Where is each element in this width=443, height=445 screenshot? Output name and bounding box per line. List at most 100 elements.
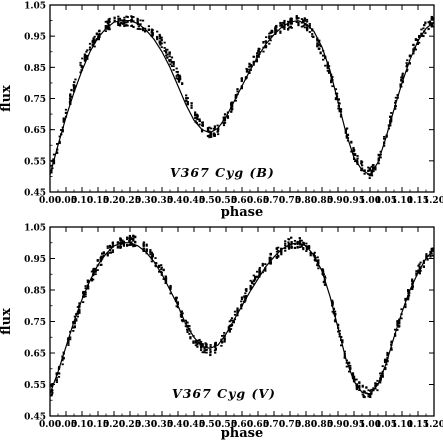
data-point <box>79 71 82 74</box>
data-point <box>121 239 124 242</box>
data-point <box>142 247 145 250</box>
data-point <box>58 142 61 145</box>
data-point <box>337 107 340 110</box>
data-point <box>154 257 157 259</box>
data-point <box>205 345 208 348</box>
data-point <box>404 306 407 309</box>
data-point <box>184 319 187 322</box>
data-point <box>349 367 352 370</box>
data-point <box>249 288 252 290</box>
data-point <box>230 102 233 104</box>
data-point <box>196 343 199 346</box>
data-point <box>363 395 366 398</box>
data-point <box>158 270 161 273</box>
data-point <box>58 135 61 138</box>
data-point <box>84 293 87 295</box>
data-point <box>209 345 212 348</box>
data-point <box>145 244 148 247</box>
data-point <box>72 85 76 88</box>
data-point <box>353 378 356 381</box>
data-point <box>323 275 326 278</box>
data-point <box>248 63 251 66</box>
data-point <box>106 247 109 249</box>
x-tick-label: 1.00 <box>359 196 381 206</box>
data-point <box>240 300 243 303</box>
data-point <box>209 350 212 353</box>
data-point <box>118 24 122 27</box>
data-point <box>58 140 61 143</box>
y-tick-label: 0.55 <box>24 157 46 167</box>
data-point <box>321 271 325 274</box>
data-point <box>256 54 259 57</box>
data-point <box>175 70 178 73</box>
data-point <box>208 134 211 137</box>
data-point <box>284 240 287 243</box>
data-point <box>84 295 87 298</box>
data-point <box>316 45 319 48</box>
data-point <box>81 65 84 68</box>
data-point <box>186 102 189 105</box>
x-tick-label: 0.65 <box>247 420 269 430</box>
x-tick-label: 0.70 <box>263 196 285 206</box>
data-point <box>257 49 260 52</box>
data-point <box>337 324 340 327</box>
data-point <box>268 37 271 40</box>
data-point <box>125 21 128 24</box>
data-point <box>383 359 387 362</box>
data-point <box>370 392 373 395</box>
x-tick-label: 1.05 <box>375 196 397 206</box>
data-point <box>372 387 375 390</box>
data-point <box>149 250 152 253</box>
data-point <box>190 104 193 107</box>
data-point <box>107 18 110 21</box>
data-point <box>128 237 131 240</box>
data-point <box>120 22 123 24</box>
data-point <box>430 252 433 255</box>
data-point <box>107 23 110 26</box>
data-point <box>300 239 303 242</box>
x-tick-label: 1.10 <box>391 420 413 430</box>
data-point <box>379 380 382 382</box>
data-point <box>231 108 234 111</box>
data-point <box>352 377 356 380</box>
data-point <box>429 250 432 253</box>
data-point <box>121 23 124 25</box>
data-point <box>302 19 305 22</box>
data-point <box>165 51 168 54</box>
data-point <box>400 78 403 81</box>
x-tick-label: 0.55 <box>215 196 237 206</box>
x-axis-title: phase <box>221 426 264 440</box>
data-point <box>322 280 325 283</box>
x-tick-label: 0.95 <box>343 196 365 206</box>
star-band-label: V367 Cyg (V) <box>172 386 276 401</box>
data-point <box>196 115 199 118</box>
data-point <box>227 329 231 332</box>
data-point <box>139 19 142 22</box>
data-point <box>229 319 233 322</box>
data-point <box>424 21 427 24</box>
data-point <box>407 290 410 292</box>
data-point <box>169 292 172 295</box>
data-point <box>332 307 336 310</box>
data-point <box>376 389 379 392</box>
data-point <box>287 20 290 23</box>
data-point <box>216 124 219 127</box>
data-point <box>156 30 159 33</box>
data-point <box>180 312 184 315</box>
data-point <box>287 242 290 245</box>
data-point <box>390 348 393 351</box>
data-point <box>205 343 208 346</box>
data-point <box>168 60 171 63</box>
data-point <box>401 72 404 75</box>
data-point <box>277 246 280 249</box>
data-point <box>108 246 112 248</box>
data-point <box>283 28 286 30</box>
data-point <box>348 370 351 373</box>
data-point <box>407 295 410 298</box>
data-point <box>55 376 58 379</box>
data-point <box>352 149 356 152</box>
data-point <box>415 270 418 273</box>
data-point <box>314 259 317 262</box>
data-point <box>348 361 351 364</box>
data-point <box>83 53 87 56</box>
